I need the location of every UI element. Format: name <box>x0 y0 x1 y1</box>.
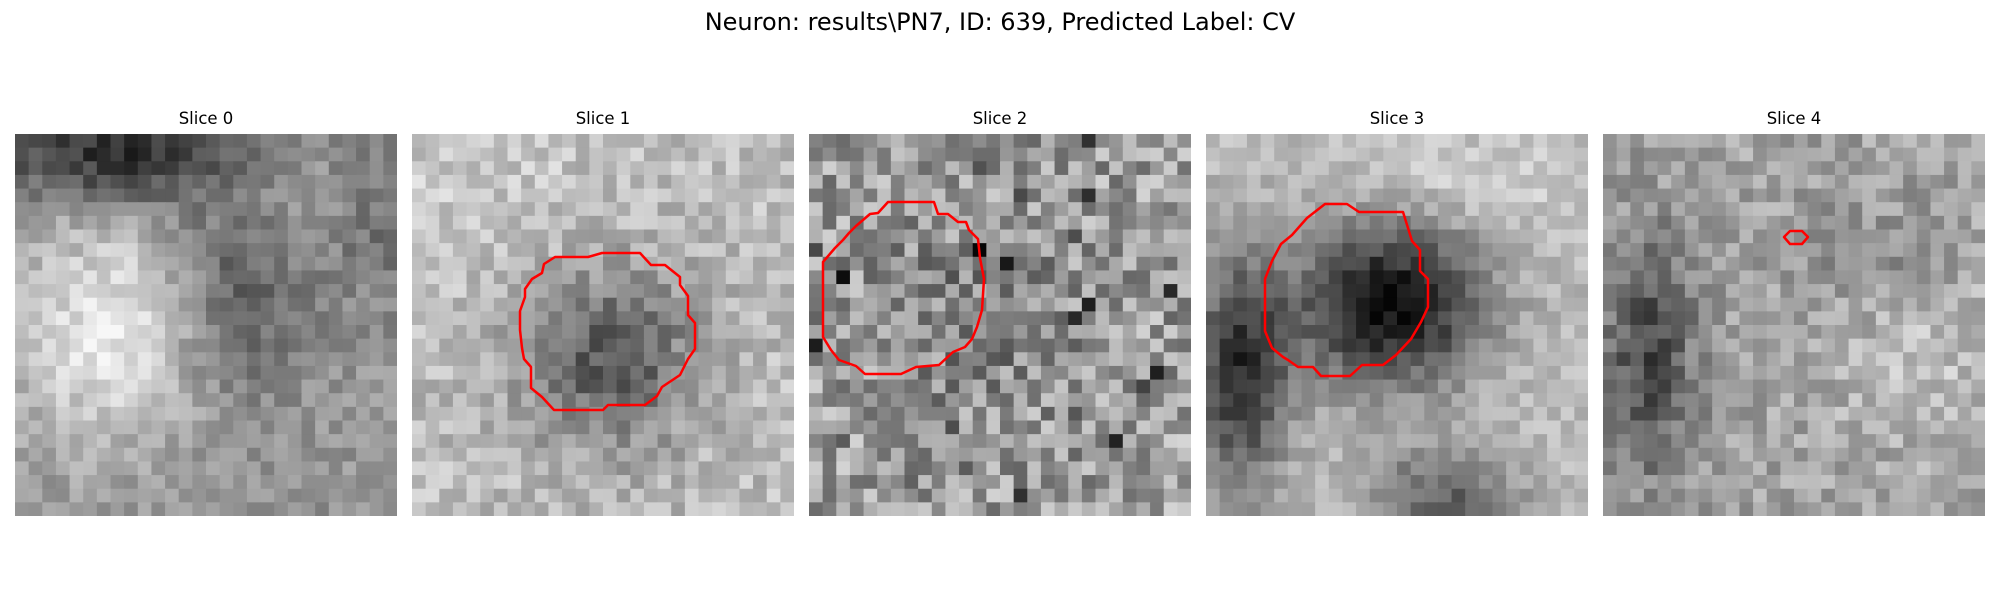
figure-title: Neuron: results\PN7, ID: 639, Predicted … <box>704 8 1296 36</box>
slice-4-contour <box>1782 229 1810 246</box>
slice-3-pixels <box>1206 134 1588 516</box>
panel-title-slice-3: Slice 3 <box>1369 109 1425 128</box>
slice-2-pixels <box>809 134 1191 516</box>
slice-4-image <box>1603 134 1985 516</box>
panel-title-slice-2: Slice 2 <box>972 109 1028 128</box>
slice-0-pixels <box>15 134 397 516</box>
slice-3-contour <box>1263 202 1430 378</box>
slice-1-pixels <box>412 134 794 516</box>
panel-title-slice-4: Slice 4 <box>1766 109 1822 128</box>
slice-3-image <box>1206 134 1588 516</box>
slice-0-image <box>15 134 397 516</box>
panel-title-slice-0: Slice 0 <box>178 109 234 128</box>
slice-4-pixels <box>1603 134 1985 516</box>
slice-1-contour <box>518 251 697 412</box>
slice-2-image <box>809 134 1191 516</box>
panel-title-slice-1: Slice 1 <box>575 109 631 128</box>
slice-1-image <box>412 134 794 516</box>
slice-2-contour <box>821 200 986 376</box>
